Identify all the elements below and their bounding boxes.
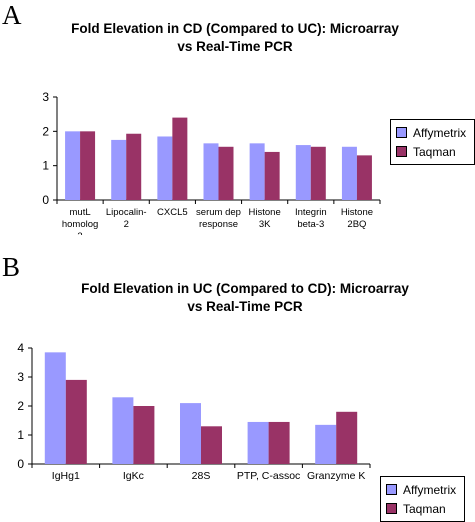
bar-taqman bbox=[264, 151, 280, 200]
legend-item-affymetrix: Affymetrix bbox=[386, 480, 456, 499]
bar-taqman bbox=[80, 131, 96, 200]
chart-title-line-1: Fold Elevation in UC (Compared to CD): M… bbox=[81, 281, 409, 296]
legend-label: Taqman bbox=[413, 144, 456, 159]
bar-affymetrix bbox=[203, 143, 219, 200]
x-tick-label: CXCL5 bbox=[157, 207, 188, 218]
legend-label: Affymetrix bbox=[403, 482, 457, 497]
bar-affymetrix bbox=[315, 424, 337, 464]
chart-title: Fold Elevation in UC (Compared to CD): M… bbox=[55, 280, 435, 316]
panel-b: B Fold Elevation in UC (Compared to CD):… bbox=[0, 252, 475, 522]
x-tick-label: mutL bbox=[70, 207, 91, 218]
y-tick-label: 1 bbox=[42, 159, 49, 173]
bar-taqman bbox=[201, 426, 222, 464]
bar-taqman bbox=[310, 146, 326, 200]
bar-taqman bbox=[336, 411, 358, 464]
bar-taqman bbox=[172, 117, 188, 200]
y-tick-label: 2 bbox=[42, 124, 49, 138]
bar-affymetrix bbox=[295, 145, 311, 200]
bar-taqman bbox=[133, 406, 155, 464]
x-tick-label: 2BQ bbox=[347, 219, 366, 230]
x-tick-label: beta-3 bbox=[297, 219, 324, 230]
chart-title: Fold Elevation in CD (Compared to UC): M… bbox=[60, 20, 410, 56]
chart-title-line-2: vs Real-Time PCR bbox=[187, 299, 303, 314]
x-tick-label: homolog bbox=[62, 219, 98, 230]
bar-taqman bbox=[356, 155, 372, 200]
legend-swatch-affymetrix bbox=[396, 127, 407, 138]
chart-title-line-2: vs Real-Time PCR bbox=[177, 39, 293, 54]
x-tick-label: response bbox=[199, 219, 238, 230]
y-tick-label: 3 bbox=[17, 370, 24, 384]
legend-item-taqman: Taqman bbox=[386, 499, 456, 518]
legend-item-affymetrix: Affymetrix bbox=[396, 123, 466, 142]
legend: Affymetrix Taqman bbox=[380, 476, 466, 522]
x-tick-label: IgKc bbox=[123, 470, 144, 482]
x-tick-label: serum dep bbox=[196, 207, 241, 218]
bar-taqman bbox=[65, 379, 87, 464]
bar-affymetrix bbox=[180, 403, 201, 464]
y-tick-label: 4 bbox=[17, 341, 24, 355]
y-tick-label: 0 bbox=[17, 457, 24, 471]
legend-label: Affymetrix bbox=[413, 125, 467, 140]
x-tick-label: Integrin bbox=[295, 207, 327, 218]
bar-taqman bbox=[218, 146, 234, 200]
x-tick-label: IgHg1 bbox=[52, 470, 80, 482]
y-tick-label: 0 bbox=[42, 193, 49, 207]
panel-letter: B bbox=[2, 252, 21, 282]
bar-affymetrix bbox=[65, 131, 81, 200]
x-tick-label: 2 bbox=[124, 219, 129, 230]
x-tick-label: 3K bbox=[259, 219, 271, 230]
x-tick-label: 28S bbox=[192, 470, 211, 482]
x-tick-label: Granzyme K bbox=[307, 470, 365, 482]
legend-label: Taqman bbox=[403, 501, 446, 516]
panel-letter: A bbox=[2, 0, 22, 30]
y-tick-label: 2 bbox=[17, 399, 24, 413]
legend-swatch-affymetrix bbox=[386, 484, 397, 495]
legend: Affymetrix Taqman bbox=[390, 119, 475, 165]
legend-item-taqman: Taqman bbox=[396, 142, 466, 161]
legend-swatch-taqman bbox=[386, 503, 397, 514]
y-tick-label: 1 bbox=[17, 428, 24, 442]
x-tick-label: PTP, C-assoc bbox=[237, 470, 300, 482]
panel-a: A Fold Elevation in CD (Compared to UC):… bbox=[0, 0, 475, 235]
chart-title-line-1: Fold Elevation in CD (Compared to UC): M… bbox=[71, 21, 399, 36]
bar-affymetrix bbox=[249, 143, 265, 200]
bar-chart-b: 0 1 2 3 4 IgHg1 IgKc 28S PTP, C-assoc Granzyme K bbox=[17, 341, 371, 482]
x-tick-label: Histone bbox=[249, 207, 281, 218]
bar-taqman bbox=[268, 421, 290, 464]
x-tick-label: Lipocalin- bbox=[106, 207, 147, 218]
bar-affymetrix bbox=[112, 397, 134, 464]
bar-affymetrix bbox=[111, 139, 127, 200]
bar-affymetrix bbox=[157, 136, 173, 200]
x-tick-label: Histone bbox=[341, 207, 373, 218]
x-tick-label: 3 bbox=[77, 231, 82, 235]
legend-swatch-taqman bbox=[396, 146, 407, 157]
y-tick-label: 3 bbox=[42, 90, 49, 104]
bar-affymetrix bbox=[247, 421, 269, 464]
bar-taqman bbox=[126, 133, 142, 200]
bar-affymetrix bbox=[341, 146, 357, 200]
bar-affymetrix bbox=[44, 352, 66, 464]
